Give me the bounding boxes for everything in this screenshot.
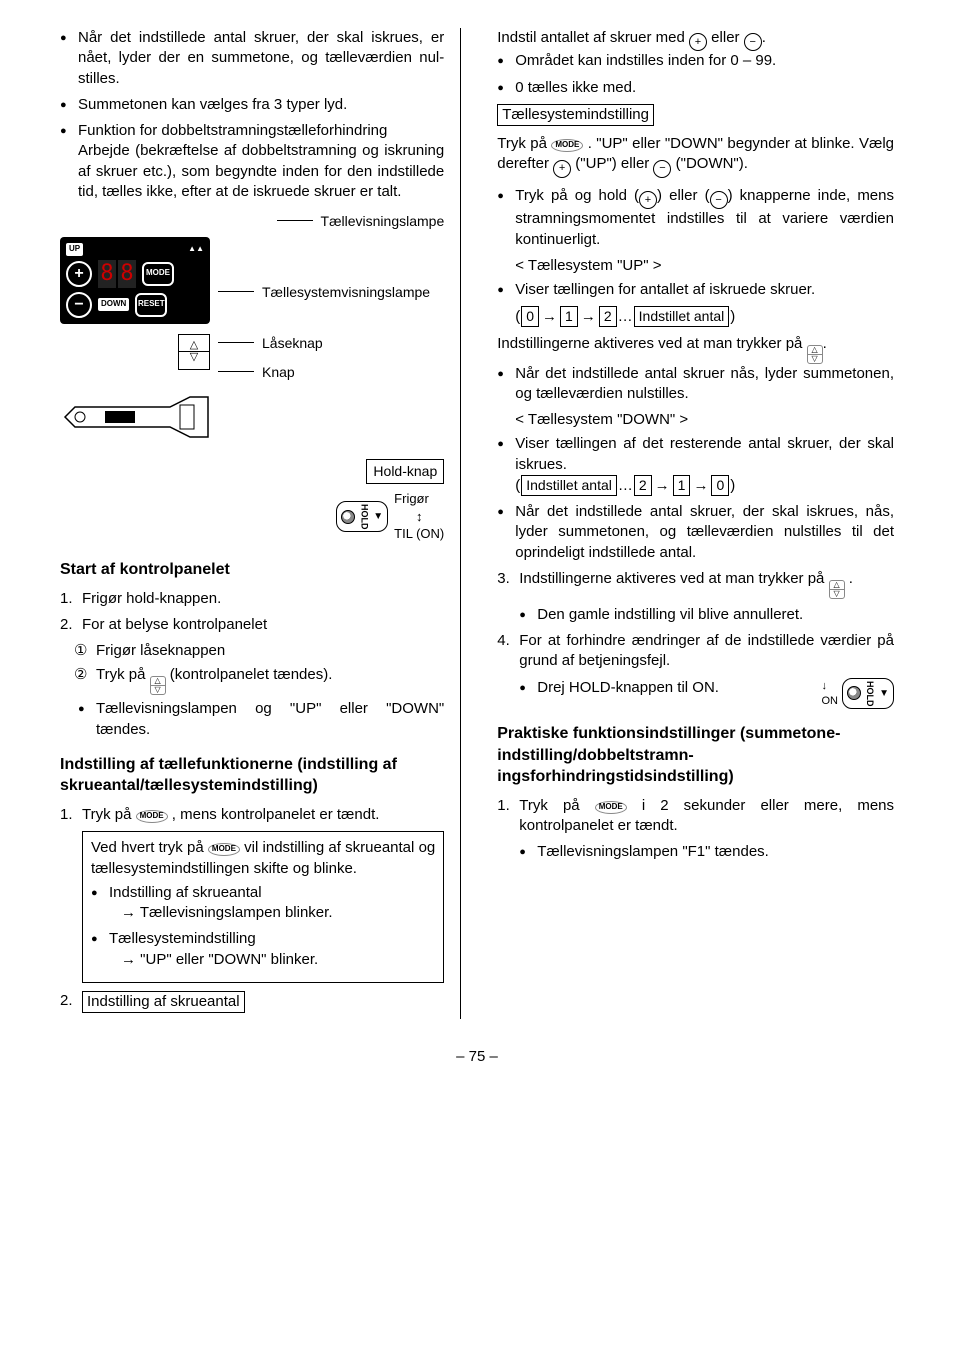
bullet-item: Når det indstillede antal skruer nås, ly… xyxy=(497,364,894,405)
bullet-item: Når det indstillede antal skruer, der sk… xyxy=(60,28,444,89)
device-diagram: Tællevisningslampe UP ▲▲ + xyxy=(60,212,444,543)
bullet-item: Tællevisningslampen "F1" tændes. xyxy=(519,842,894,862)
bullet-item: ↓ON HOLD ▼ Drej HOLD-knappen til ON. xyxy=(519,678,894,710)
step-text: For at belyse kontrolpanelet xyxy=(82,616,267,633)
diagram-label: Tællevisningslampe xyxy=(321,212,445,231)
mode-icon: MODE xyxy=(595,801,627,814)
bullet-item: Viser tællingen af det resterende antal … xyxy=(497,434,894,496)
bullet-item: Tællesystemindstilling → "UP" eller "DOW… xyxy=(91,929,435,970)
info-box: Ved hvert tryk på MODE vil indstilling a… xyxy=(82,831,444,983)
sequence: (0→1→2…Indstillet antal) xyxy=(497,306,894,327)
plus-icon: + xyxy=(639,191,657,209)
step-text: Frigør hold-knappen. xyxy=(82,590,221,607)
body-text: Indstil antallet af skruer med + eller −… xyxy=(497,28,894,51)
knob-icon: △▽ xyxy=(807,345,823,364)
hold-knob-graphic: HOLD ▼ xyxy=(336,501,388,533)
subheading: < Tællesystem "DOWN" > xyxy=(497,410,894,430)
substep-text: (kontrolpanelet tændes). xyxy=(170,666,333,683)
tool-outline xyxy=(60,387,210,457)
body-text: Tryk på MODE . "UP" eller "DOWN" beg­ynd… xyxy=(497,134,894,178)
diagram-label: Frigør xyxy=(394,490,444,508)
minus-icon: − xyxy=(653,160,671,178)
mode-icon: MODE xyxy=(551,139,583,152)
mode-icon: MODE xyxy=(136,810,168,823)
bullet-item: Tællevisningslampen og "UP" eller "DOWN"… xyxy=(78,699,444,740)
bullet-item: Tryk på og hold (+) eller (−) knapperne … xyxy=(497,186,894,250)
step-text: Tryk på xyxy=(82,806,136,823)
left-column: Når det indstillede antal skruer, der sk… xyxy=(60,28,461,1019)
bullet-item: Når det indstillede antal skruer, der sk… xyxy=(497,502,894,563)
diagram-label: Knap xyxy=(262,363,295,382)
step-text: Tryk på xyxy=(519,797,594,814)
minus-icon: − xyxy=(710,191,728,209)
bullet-item: Viser tællingen for antallet af isk­rued… xyxy=(497,280,894,300)
step-text: , mens kontrolpanelet er tændt. xyxy=(172,806,380,823)
step-text: For at forhindre ændringer af de ind­sti… xyxy=(519,632,894,669)
knob-icon: △▽ xyxy=(829,580,845,599)
hold-knob-graphic: ↓ON HOLD ▼ xyxy=(821,678,894,710)
step-text: . xyxy=(849,570,853,587)
mode-icon: MODE xyxy=(208,843,240,856)
diagram-label: TIL (ON) xyxy=(394,525,444,543)
knob-graphic: △ ▽ xyxy=(178,334,210,370)
heading-start: Start af kontrolpanelet xyxy=(60,559,444,581)
heading-practical: Praktiske funktionsindstillinger (sum­me… xyxy=(497,723,894,788)
right-column: Indstil antallet af skruer med + eller −… xyxy=(493,28,894,1019)
page-number: – 75 – xyxy=(60,1047,894,1067)
minus-icon: − xyxy=(66,292,92,318)
reset-button-graphic: RESET xyxy=(135,293,167,317)
plus-icon: + xyxy=(66,261,92,287)
plus-icon: + xyxy=(553,160,571,178)
step-text: Indstillingerne aktiveres ved at man try… xyxy=(519,570,828,587)
bullet-item: Området kan indstilles inden for 0 – 99. xyxy=(497,51,894,71)
subheading: < Tællesystem "UP" > xyxy=(497,256,894,276)
bullet-item: Funktion for dobbeltstramningstælle­forh… xyxy=(60,121,444,202)
mode-button-graphic: MODE xyxy=(142,262,174,286)
boxed-label: Indstilling af skrueantal xyxy=(82,991,245,1013)
diagram-label: Låseknap xyxy=(262,334,323,353)
diagram-label: Hold-knap xyxy=(366,459,444,484)
heading-count-settings: Indstilling af tællefunktionerne (ind­st… xyxy=(60,754,444,797)
knob-icon: △▽ xyxy=(150,676,166,695)
substep-text: Tryk på xyxy=(96,666,150,683)
boxed-label: Tællesystemindstilling xyxy=(497,104,654,126)
bullet-item: 0 tælles ikke med. xyxy=(497,78,894,98)
bullet-item: Indstilling af skrueantal → Tællevisning… xyxy=(91,883,435,924)
substep-text: Frigør låseknappen xyxy=(96,642,225,659)
device-screen: UP ▲▲ + MODE xyxy=(60,237,210,324)
minus-icon: − xyxy=(744,33,762,51)
plus-icon: + xyxy=(689,33,707,51)
body-text: Indstillingerne aktiveres ved at man try… xyxy=(497,334,894,364)
diagram-label: Tællesystemvisning­slampe xyxy=(262,283,430,302)
bullet-item: Den gamle indstilling vil blive annuller… xyxy=(519,605,894,625)
bullet-item: Summetonen kan vælges fra 3 typer lyd. xyxy=(60,95,444,115)
